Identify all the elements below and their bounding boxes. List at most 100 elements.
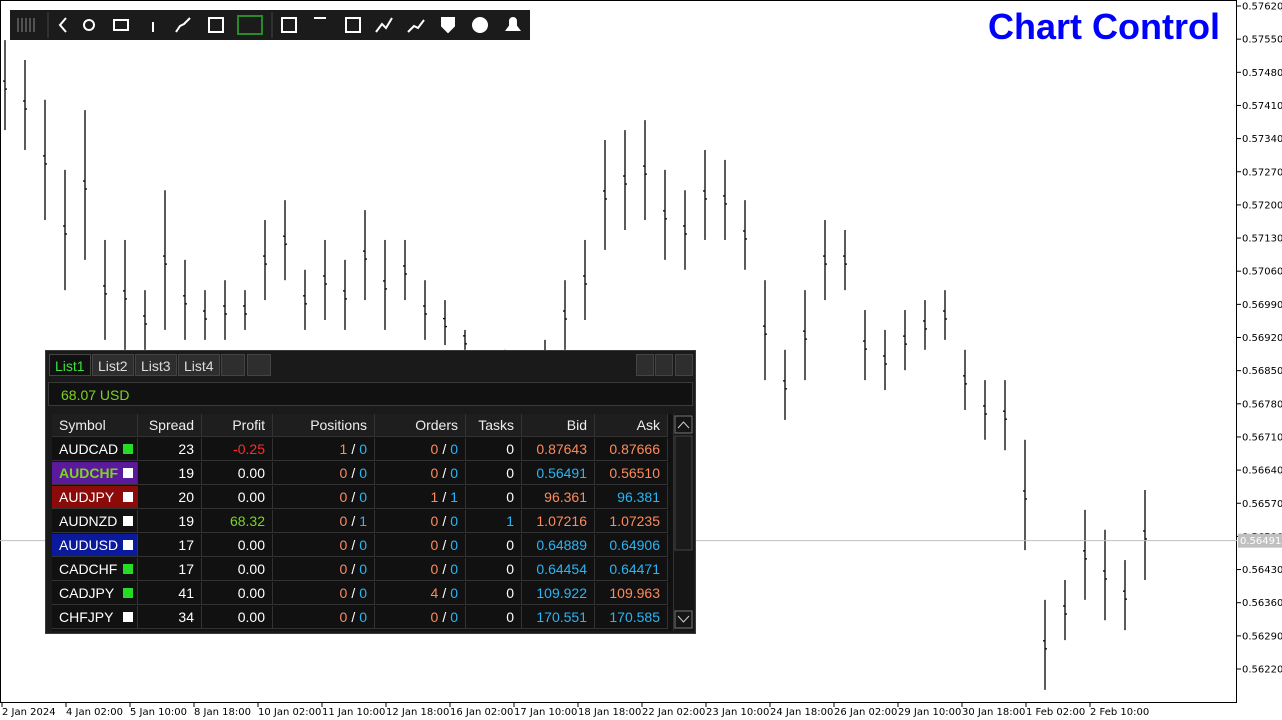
spread-cell: 34	[138, 606, 202, 629]
separator: /	[442, 561, 447, 577]
trend-button[interactable]	[375, 17, 393, 33]
positions-cell: 1/0	[273, 438, 375, 461]
y-tick-label: 0.57620	[1242, 2, 1282, 13]
symbol-cell[interactable]: CADCHF	[52, 558, 138, 581]
status-indicator	[123, 612, 133, 622]
y-tick-label: 0.57200	[1242, 200, 1282, 211]
symbol-cell[interactable]: AUDCAD	[52, 438, 138, 461]
orders-open: 0	[430, 537, 439, 553]
x-tick-label: 12 Jan 18:00	[386, 707, 449, 718]
y-tick-label: 0.57340	[1242, 134, 1282, 145]
bars-button[interactable]	[237, 15, 263, 35]
y-tick-label: 0.57060	[1242, 267, 1282, 278]
y-tick-label: 0.56430	[1242, 565, 1282, 576]
positions-cell: 0/0	[273, 534, 375, 557]
y-tick-label: 0.57480	[1242, 68, 1282, 79]
y-tick-label: 0.57270	[1242, 167, 1282, 178]
symbol-cell[interactable]: AUDUSD	[52, 534, 138, 557]
separator: /	[442, 537, 447, 553]
column-header: Profit	[202, 414, 273, 437]
orders-cell: 0/0	[375, 534, 466, 557]
separator: /	[442, 513, 447, 529]
layout-icon[interactable]	[655, 354, 673, 376]
x-tick-label: 5 Jan 10:00	[130, 707, 187, 718]
pie-button[interactable]	[472, 17, 488, 33]
notes-button[interactable]	[345, 17, 361, 33]
list-button[interactable]	[208, 17, 224, 33]
settings-button[interactable]	[83, 19, 95, 31]
x-tick-label: 11 Jan 10:00	[322, 707, 385, 718]
orders-pending: 1	[450, 489, 458, 505]
profit-cell: 0.00	[202, 462, 273, 485]
scrollbar[interactable]	[673, 414, 694, 631]
spread-cell: 19	[138, 510, 202, 533]
back-button[interactable]	[58, 17, 67, 33]
minimize-icon[interactable]	[675, 354, 693, 376]
positions-open: 0	[339, 513, 348, 529]
y-tick-label: 0.56850	[1242, 366, 1282, 377]
alert-button[interactable]	[505, 17, 521, 31]
x-tick-label: 17 Jan 10:00	[514, 707, 577, 718]
toolbar	[10, 10, 530, 40]
profit-cell: 0.00	[202, 486, 273, 509]
signals-button[interactable]	[175, 17, 191, 33]
positions-pending: 0	[359, 585, 367, 601]
status-indicator	[123, 468, 133, 478]
orders-open: 0	[430, 561, 439, 577]
bid-cell: 170.551	[522, 606, 595, 629]
tab[interactable]: List4	[178, 354, 220, 376]
tasks-cell: 0	[466, 534, 522, 557]
y-tick-label: 0.56710	[1242, 432, 1282, 443]
status-indicator	[123, 564, 133, 574]
bid-cell: 0.64889	[522, 534, 595, 557]
positions-open: 0	[339, 489, 348, 505]
column-header: Symbol	[52, 414, 138, 437]
y-tick-label: 0.56570	[1242, 499, 1282, 510]
symbol-cell[interactable]: AUDJPY	[52, 486, 138, 509]
profit-button[interactable]	[407, 19, 425, 33]
separator: /	[351, 513, 356, 529]
y-tick-label: 0.56920	[1242, 333, 1282, 344]
column-header: Tasks	[466, 414, 522, 437]
bookmark-icon[interactable]	[247, 354, 271, 376]
separator: /	[442, 609, 447, 625]
x-tick-label: 18 Jan 18:00	[578, 707, 641, 718]
separator: /	[442, 441, 447, 457]
ask-cell: 1.07235	[595, 510, 668, 533]
search-icon[interactable]	[636, 354, 654, 376]
screenshot-button[interactable]	[113, 19, 129, 31]
shield-button[interactable]	[441, 17, 455, 34]
tab[interactable]: List1	[49, 354, 91, 376]
tab[interactable]: List3	[135, 354, 177, 376]
x-tick-label: 29 Jan 10:00	[898, 707, 961, 718]
y-tick-label: 0.56640	[1242, 466, 1282, 477]
column-header: Positions	[273, 414, 375, 437]
tasks-cell: 0	[466, 582, 522, 605]
orders-open: 0	[430, 609, 439, 625]
ask-cell: 109.963	[595, 582, 668, 605]
symbol-cell[interactable]: AUDNZD	[52, 510, 138, 533]
status-indicator	[123, 588, 133, 598]
symbol-cell[interactable]: CHFJPY	[52, 606, 138, 629]
symbol-cell[interactable]: CADJPY	[52, 582, 138, 605]
list-icon[interactable]	[221, 354, 245, 376]
status-indicator	[123, 492, 133, 502]
positions-pending: 0	[359, 465, 367, 481]
profit-cell: 0.00	[202, 534, 273, 557]
separator: /	[351, 441, 356, 457]
tasks-cell: 0	[466, 438, 522, 461]
profit-cell: 0.00	[202, 558, 273, 581]
separator: /	[442, 585, 447, 601]
bid-cell: 0.56491	[522, 462, 595, 485]
trade-button[interactable]	[281, 17, 297, 33]
x-tick-label: 23 Jan 10:00	[706, 707, 769, 718]
symbol-cell[interactable]: AUDCHF	[52, 462, 138, 485]
tab[interactable]: List2	[92, 354, 134, 376]
positions-cell: 0/0	[273, 558, 375, 581]
tasks-cell: 0	[466, 462, 522, 485]
orders-cell: 0/0	[375, 462, 466, 485]
positions-pending: 0	[359, 441, 367, 457]
tasks-cell: 1	[466, 510, 522, 533]
separator: /	[351, 489, 356, 505]
ask-cell: 170.585	[595, 606, 668, 629]
